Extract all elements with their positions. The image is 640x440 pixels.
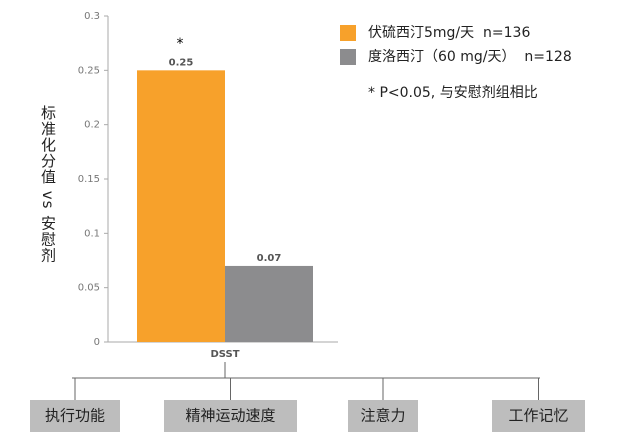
domain-box bbox=[348, 400, 418, 432]
value-label: 0.07 bbox=[257, 253, 282, 264]
domain-box bbox=[492, 400, 585, 432]
domain-box bbox=[30, 400, 120, 432]
note: * P<0.05, 与安慰剂组相比 bbox=[368, 84, 538, 101]
y-tick-label: 0.2 bbox=[84, 120, 100, 131]
domain-label: 精神运动速度 bbox=[185, 407, 275, 425]
domain-box bbox=[164, 400, 297, 432]
domain-label: 执行功能 bbox=[45, 407, 105, 425]
y-tick-label: 0.15 bbox=[78, 174, 100, 185]
value-label: 0.25 bbox=[169, 57, 194, 68]
legend-label: 度洛西汀（60 mg/天） n=128 bbox=[368, 49, 572, 65]
x-tick-label: DSST bbox=[210, 349, 239, 360]
y-tick-label: 0 bbox=[94, 337, 100, 348]
legend-swatch bbox=[340, 49, 356, 65]
y-tick-label: 0.25 bbox=[78, 65, 100, 76]
domain-label: 工作记忆 bbox=[508, 407, 568, 425]
legend-swatch bbox=[340, 25, 356, 41]
bar bbox=[225, 265, 313, 342]
y-tick-label: 0.1 bbox=[84, 228, 100, 239]
domain-label: 注意力 bbox=[360, 407, 405, 425]
bar bbox=[137, 70, 225, 342]
annotation: * bbox=[177, 36, 184, 52]
y-tick-label: 0.3 bbox=[84, 11, 100, 22]
y-axis-label: 标准化分值 vs 安慰剂 bbox=[39, 105, 57, 264]
y-tick-label: 0.05 bbox=[78, 283, 100, 294]
legend-label: 伏硫西汀5mg/天 n=136 bbox=[368, 25, 530, 41]
